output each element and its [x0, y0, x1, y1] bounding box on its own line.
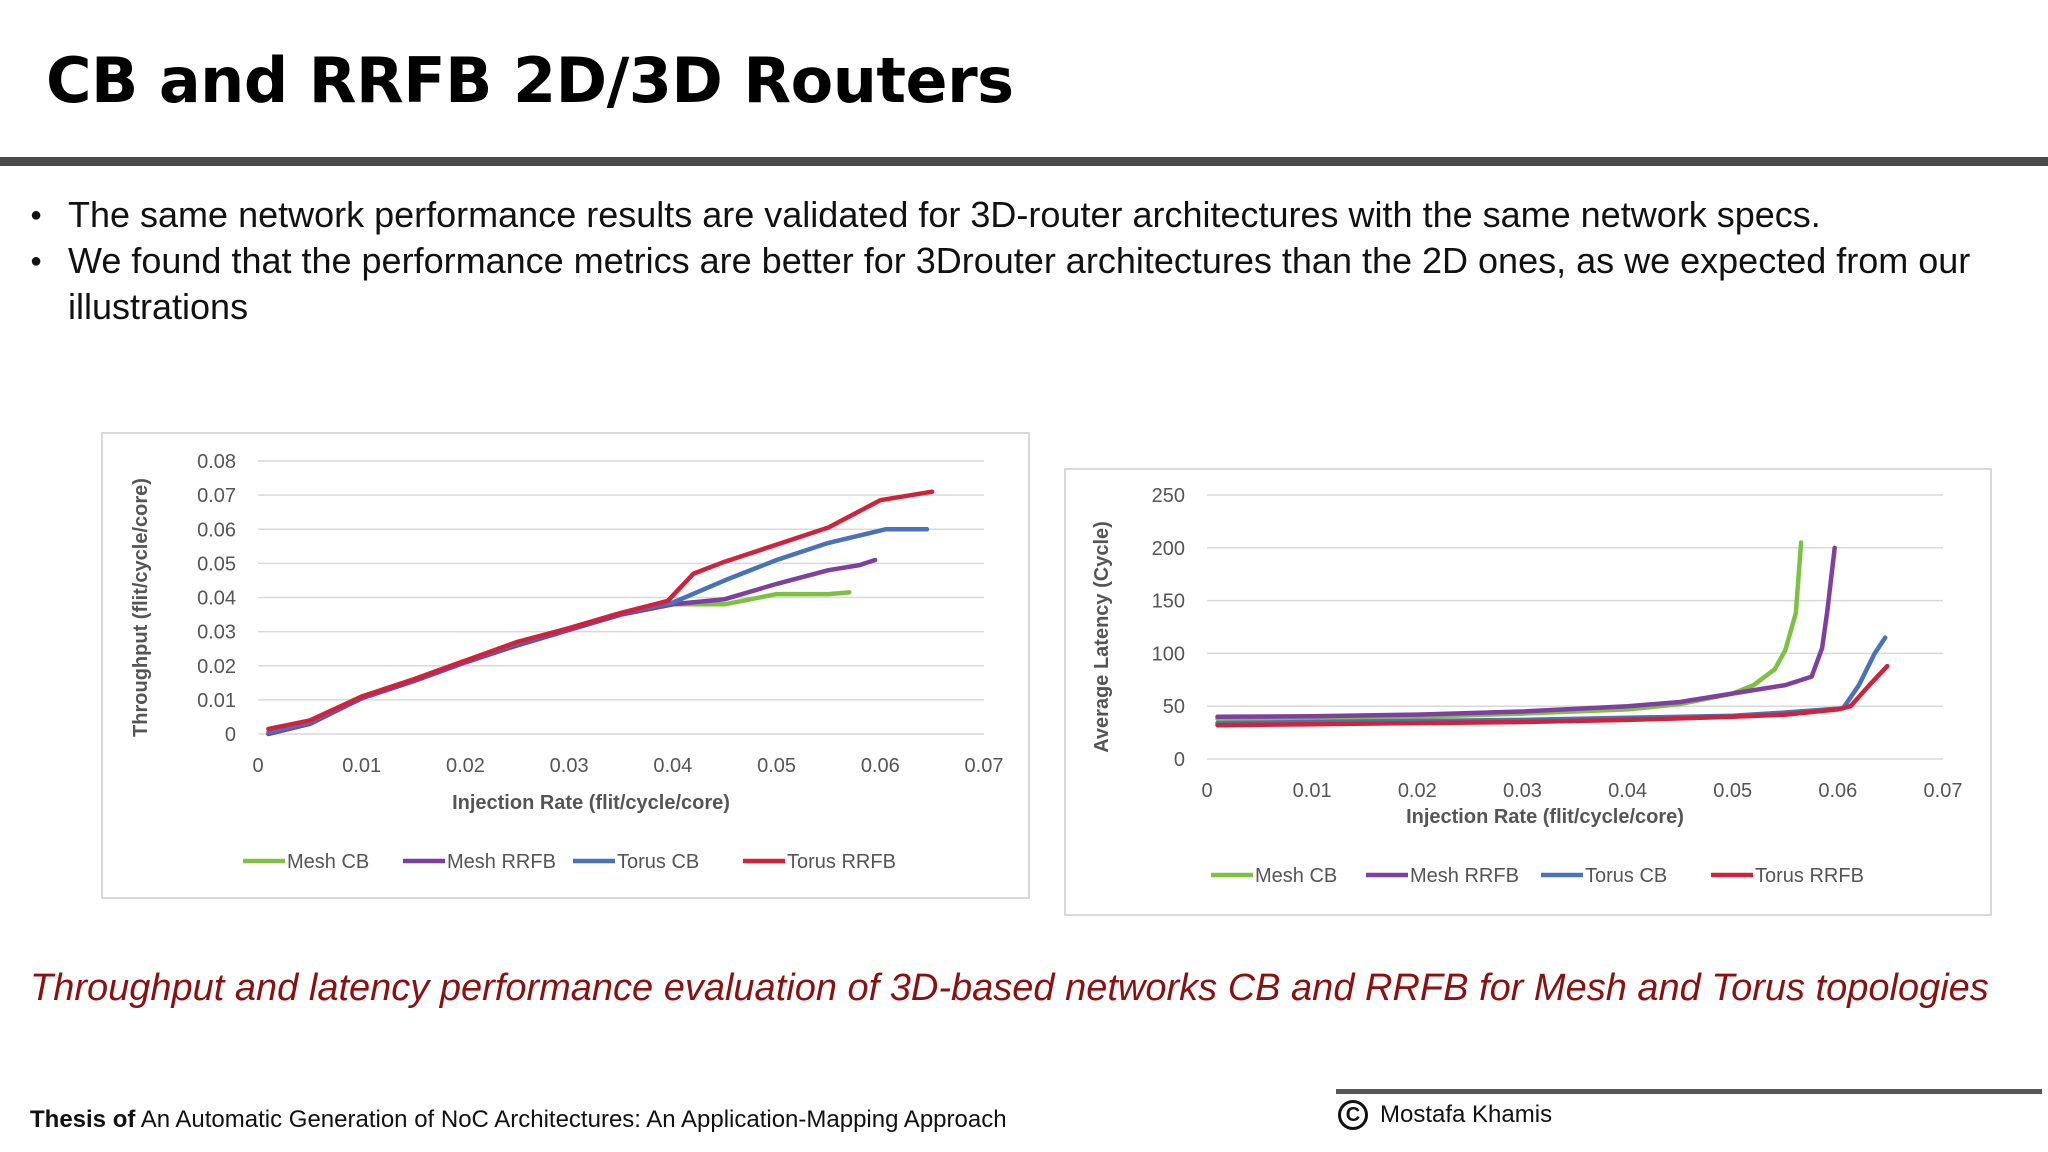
y-axis-label: Throughput (flit/cycle/core): [130, 478, 152, 737]
slide-title: CB and RRFB 2D/3D Routers: [46, 44, 1014, 117]
latency-chart-panel: 0 50 100 150 200 250 0 0.01 0.02 0.03 0.04 0.05 0.06…: [1064, 468, 1992, 916]
bullet-item: We found that the performance metrics ar…: [26, 238, 2036, 330]
x-tick-label: 0.06: [861, 755, 900, 777]
y-tick-label: 50: [1163, 696, 1185, 718]
y-axis-label: Average Latency (Cycle): [1091, 521, 1113, 753]
author-name: Mostafa Khamis: [1380, 1101, 1553, 1128]
series-line-torus-rrfb: [1215, 663, 1890, 728]
legend-label: Torus CB: [1585, 865, 1667, 887]
series-line-mesh-cb: [266, 590, 852, 737]
y-tick-label: 100: [1152, 643, 1185, 665]
y-tick-label: 0.02: [197, 656, 236, 678]
y-tick-label: 0.05: [197, 553, 236, 575]
x-tick-label: 0.07: [965, 755, 1004, 777]
x-tick-label: 0.04: [653, 755, 692, 777]
x-tick-label: 0.03: [550, 755, 589, 777]
x-axis-label: Injection Rate (flit/cycle/core): [1406, 806, 1684, 828]
footer-author: C Mostafa Khamis: [1338, 1100, 1552, 1130]
x-tick-label: 0.02: [1398, 780, 1437, 802]
y-tick-label: 0.01: [197, 690, 236, 712]
title-divider: [0, 157, 2048, 166]
x-axis-label: Injection Rate (flit/cycle/core): [452, 792, 730, 814]
legend-label: Torus CB: [617, 851, 699, 873]
x-tick-label: 0.04: [1608, 780, 1647, 802]
x-tick-label: 0.07: [1924, 780, 1963, 802]
legend-label: Torus RRFB: [1755, 865, 1864, 887]
series-line-mesh-cb: [1215, 540, 1804, 722]
x-tick-label: 0.03: [1503, 780, 1542, 802]
x-tick-label: 0: [1201, 780, 1212, 802]
thesis-label: Thesis of: [30, 1106, 136, 1133]
y-tick-label: 0.07: [197, 485, 236, 507]
y-tick-label: 150: [1152, 591, 1185, 613]
y-tick-label: 0.04: [197, 588, 236, 610]
legend-label: Mesh RRFB: [1410, 865, 1519, 887]
throughput-chart: 0 0.01 0.02 0.03 0.04 0.05 0.06 0.07 0.08 0 0.01 0.…: [130, 451, 1004, 873]
legend-label: Torus RRFB: [787, 851, 896, 873]
y-tick-label: 0.03: [197, 622, 236, 644]
x-tick-label: 0.05: [1713, 780, 1752, 802]
x-tick-label: 0: [252, 755, 263, 777]
footer-divider: [1336, 1089, 2042, 1094]
series-line-torus-cb: [266, 527, 930, 735]
legend-label: Mesh CB: [287, 851, 369, 873]
x-tick-label: 0.01: [342, 755, 381, 777]
y-tick-label: 200: [1152, 538, 1185, 560]
y-tick-label: 0.08: [197, 451, 236, 473]
figure-caption: Throughput and latency performance evalu…: [30, 967, 1989, 1009]
bullet-item: The same network performance results are…: [26, 192, 2036, 238]
latency-chart: 0 50 100 150 200 250 0 0.01 0.02 0.03 0.04 0.05 0.06…: [1091, 485, 1963, 887]
x-tick-label: 0.06: [1818, 780, 1857, 802]
series-line-mesh-rrfb: [1215, 545, 1837, 720]
series-line-mesh-rrfb: [266, 557, 878, 737]
series-line-torus-rrfb: [266, 489, 935, 732]
y-tick-label: 0: [1174, 749, 1185, 771]
legend-label: Mesh CB: [1255, 865, 1337, 887]
bullet-list: The same network performance results are…: [26, 192, 2036, 330]
y-tick-label: 0.06: [197, 519, 236, 541]
copyright-icon: C: [1338, 1100, 1368, 1130]
y-tick-label: 250: [1152, 485, 1185, 507]
y-tick-label: 0: [225, 724, 236, 746]
footer-thesis: Thesis of An Automatic Generation of NoC…: [30, 1106, 1007, 1134]
x-tick-label: 0.05: [757, 755, 796, 777]
x-tick-label: 0.02: [446, 755, 485, 777]
throughput-chart-panel: 0 0.01 0.02 0.03 0.04 0.05 0.06 0.07 0.08 0 0.01 0.…: [101, 432, 1030, 899]
x-tick-label: 0.01: [1293, 780, 1332, 802]
thesis-title: An Automatic Generation of NoC Architect…: [140, 1106, 1007, 1133]
legend-label: Mesh RRFB: [447, 851, 556, 873]
